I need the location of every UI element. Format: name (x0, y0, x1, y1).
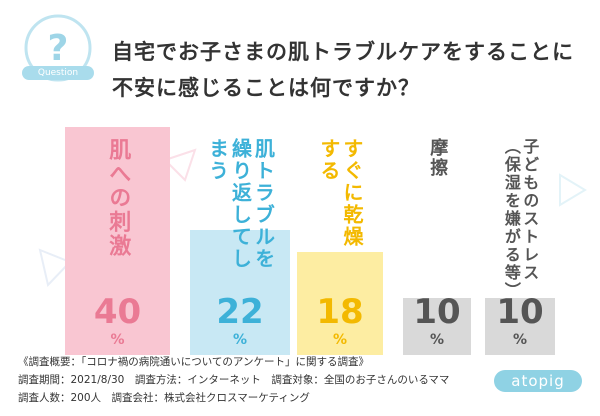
bar (190, 229, 290, 355)
value-unit: % (512, 332, 528, 348)
category-label: 摩擦 (427, 138, 449, 178)
value-label: 18 (316, 292, 364, 332)
category-label: すぐに乾燥する (317, 138, 364, 248)
value-unit: % (110, 332, 125, 348)
icon-label: Question (22, 66, 94, 80)
value-unit: % (429, 332, 445, 348)
value-label: 22 (216, 292, 264, 332)
svg-text:?: ? (48, 28, 69, 69)
value-label: 40 (93, 292, 142, 332)
brand: atopig (494, 370, 582, 392)
note: 《調査概要：「コロナ禍の病院通いについてのアンケート」に関する調査》 (18, 356, 370, 368)
category-label: 肌への刺激 (105, 138, 131, 258)
note: 調査人数：200人 調査会社：株式会社クロスマーケティング (18, 392, 310, 404)
bar (403, 298, 471, 355)
chart-title: 自宅でお子さまの肌トラブルケアをすることに不安に感じることは何ですか？ (112, 40, 574, 100)
note: 調査期間：2021/8/30 調査方法：インターネット 調査対象：全国のお子さん… (18, 374, 450, 386)
value-label: 10 (413, 292, 461, 332)
category-label: 肌トラブルを繰り返してしまう (205, 138, 276, 270)
category-label: 子どものストレス（保湿を嫌がる等） (501, 138, 540, 300)
value-unit: % (232, 332, 248, 348)
bar (485, 298, 555, 355)
value-unit: % (332, 332, 348, 348)
bar (297, 252, 383, 355)
bar (65, 127, 170, 355)
value-label: 10 (496, 292, 544, 332)
